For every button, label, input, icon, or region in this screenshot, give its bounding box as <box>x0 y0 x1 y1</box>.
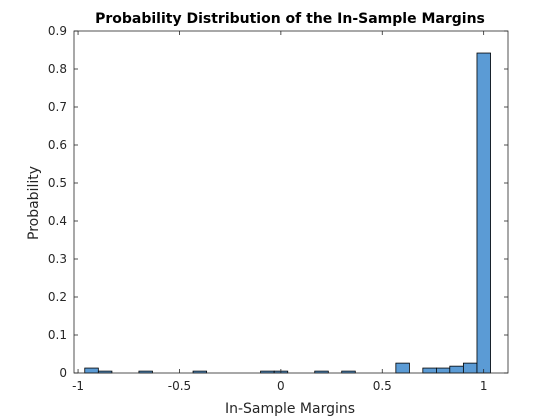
x-tick-label-2: 0 <box>277 379 285 393</box>
histogram-bar-8 <box>395 362 410 374</box>
histogram-bar-0 <box>84 367 99 374</box>
x-tick-label-4: 1 <box>480 379 488 393</box>
chart-title: Probability Distribution of the In-Sampl… <box>95 11 485 27</box>
histogram-bar-9 <box>422 367 437 374</box>
y-tick-label-4: 0.4 <box>48 214 67 228</box>
y-tick-label-2: 0.2 <box>48 290 67 304</box>
y-tick-label-3: 0.3 <box>48 252 67 266</box>
bars-group <box>84 52 491 374</box>
y-tick-label-0: 0 <box>59 366 67 380</box>
x-tick-label-0: -1 <box>72 379 84 393</box>
histogram-bar-12 <box>462 362 478 374</box>
x-tick-label-1: -0.5 <box>168 379 191 393</box>
histogram-bar-13 <box>476 52 491 374</box>
y-axis-label: Probability <box>26 166 42 240</box>
y-tick-label-9: 0.9 <box>48 24 67 38</box>
ticks-group: -1 -0.5 0 0.5 1 0 0.1 0.2 0.3 0.4 0.5 0.6 0.7 0.8 0.9 <box>48 24 508 393</box>
y-tick-label-5: 0.5 <box>48 176 67 190</box>
plot-area-border <box>73 30 509 374</box>
histogram-bar-11 <box>449 365 464 374</box>
histogram-bar-10 <box>436 367 451 374</box>
y-tick-label-7: 0.7 <box>48 100 67 114</box>
y-tick-label-1: 0.1 <box>48 328 67 342</box>
x-axis-label: In-Sample Margins <box>225 401 355 417</box>
y-tick-label-8: 0.8 <box>48 62 67 76</box>
x-tick-label-3: 0.5 <box>373 379 392 393</box>
y-tick-label-6: 0.6 <box>48 138 67 152</box>
